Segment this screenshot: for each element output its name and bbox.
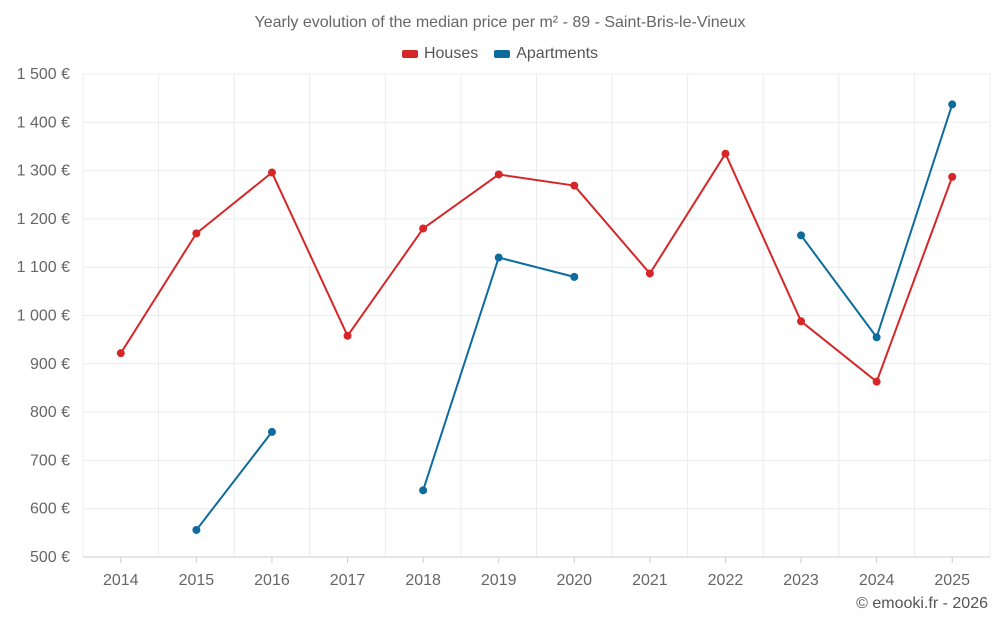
x-tick-label: 2018 — [405, 572, 441, 589]
data-point-houses — [419, 224, 428, 233]
y-tick-label: 600 € — [30, 501, 70, 518]
data-point-apartments — [797, 231, 806, 240]
data-point-houses — [797, 317, 806, 326]
y-tick-label: 900 € — [30, 356, 70, 373]
series-line-apartments — [422, 256, 575, 491]
series-line-apartments — [800, 104, 954, 339]
data-point-houses — [267, 168, 276, 177]
y-tick-label: 1 300 € — [17, 163, 70, 180]
data-point-apartments — [419, 486, 428, 495]
data-point-houses — [948, 172, 957, 181]
x-tick-label: 2025 — [934, 572, 970, 589]
legend-swatch-houses — [401, 50, 418, 58]
x-tick-label: 2019 — [481, 572, 517, 589]
y-tick-label: 1 100 € — [17, 259, 70, 276]
x-tick-label: 2017 — [330, 572, 366, 589]
chart-title: Yearly evolution of the median price per… — [254, 14, 746, 31]
y-tick-label: 1 500 € — [17, 66, 70, 83]
series-line-apartments — [195, 431, 273, 531]
x-tick-label: 2022 — [708, 572, 744, 589]
data-point-houses — [721, 149, 730, 158]
x-tick-label: 2023 — [783, 572, 819, 589]
legend-label-apartments: Apartments — [516, 45, 599, 62]
data-point-apartments — [494, 253, 503, 262]
x-tick-label: 2014 — [103, 572, 139, 589]
y-tick-label: 500 € — [30, 549, 70, 566]
data-point-apartments — [570, 272, 579, 281]
data-point-apartments — [267, 427, 276, 436]
legend-item-apartments[interactable]: Apartments — [494, 45, 598, 63]
x-tick-label: 2021 — [632, 572, 668, 589]
data-point-apartments — [948, 100, 957, 109]
y-tick-label: 1 200 € — [17, 211, 70, 228]
x-tick-label: 2020 — [556, 572, 592, 589]
y-tick-label: 1 400 € — [17, 114, 70, 131]
legend-item-houses[interactable]: Houses — [401, 45, 479, 63]
x-tick-label: 2016 — [254, 572, 290, 589]
y-tick-label: 800 € — [30, 404, 70, 421]
copyright-credit: © emooki.fr - 2026 — [856, 595, 988, 612]
data-point-houses — [192, 229, 201, 238]
x-tick-label: 2024 — [859, 572, 895, 589]
y-tick-label: 700 € — [30, 452, 70, 469]
data-point-houses — [570, 181, 579, 190]
y-tick-label: 1 000 € — [17, 308, 70, 325]
data-point-apartments — [192, 525, 201, 534]
chart-legend: Houses Apartments — [0, 45, 1000, 63]
data-point-houses — [645, 269, 654, 278]
data-point-houses — [116, 349, 125, 358]
data-point-houses — [494, 170, 503, 179]
legend-swatch-apartments — [494, 50, 511, 58]
data-point-apartments — [872, 333, 881, 342]
x-tick-label: 2015 — [179, 572, 215, 589]
legend-label-houses: Houses — [423, 45, 479, 62]
data-point-houses — [872, 377, 881, 386]
series-line-houses — [119, 152, 954, 383]
data-point-houses — [343, 331, 352, 340]
